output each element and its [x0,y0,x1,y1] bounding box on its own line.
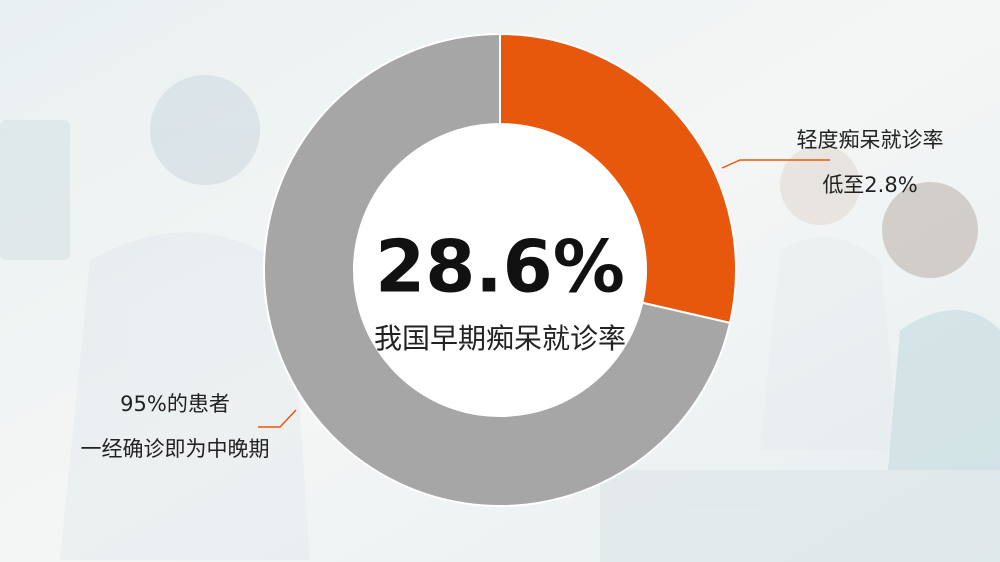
leader-line [721,159,830,169]
donut-hole [355,125,645,415]
annotation-text: 低至2.8% [822,173,917,197]
annotation-text: 一经确诊即为中晚期 [81,437,270,461]
leader-line [258,409,297,428]
annotation-text: 轻度痴呆就诊率 [797,128,944,152]
center-caption: 我国早期痴呆就诊率 [374,322,626,355]
donut-segment [499,32,737,325]
annotation-text: 95%的患者 [120,392,230,416]
background-photo [0,75,1000,562]
center-value: 28.6% [375,225,625,309]
donut-segment [263,32,732,507]
